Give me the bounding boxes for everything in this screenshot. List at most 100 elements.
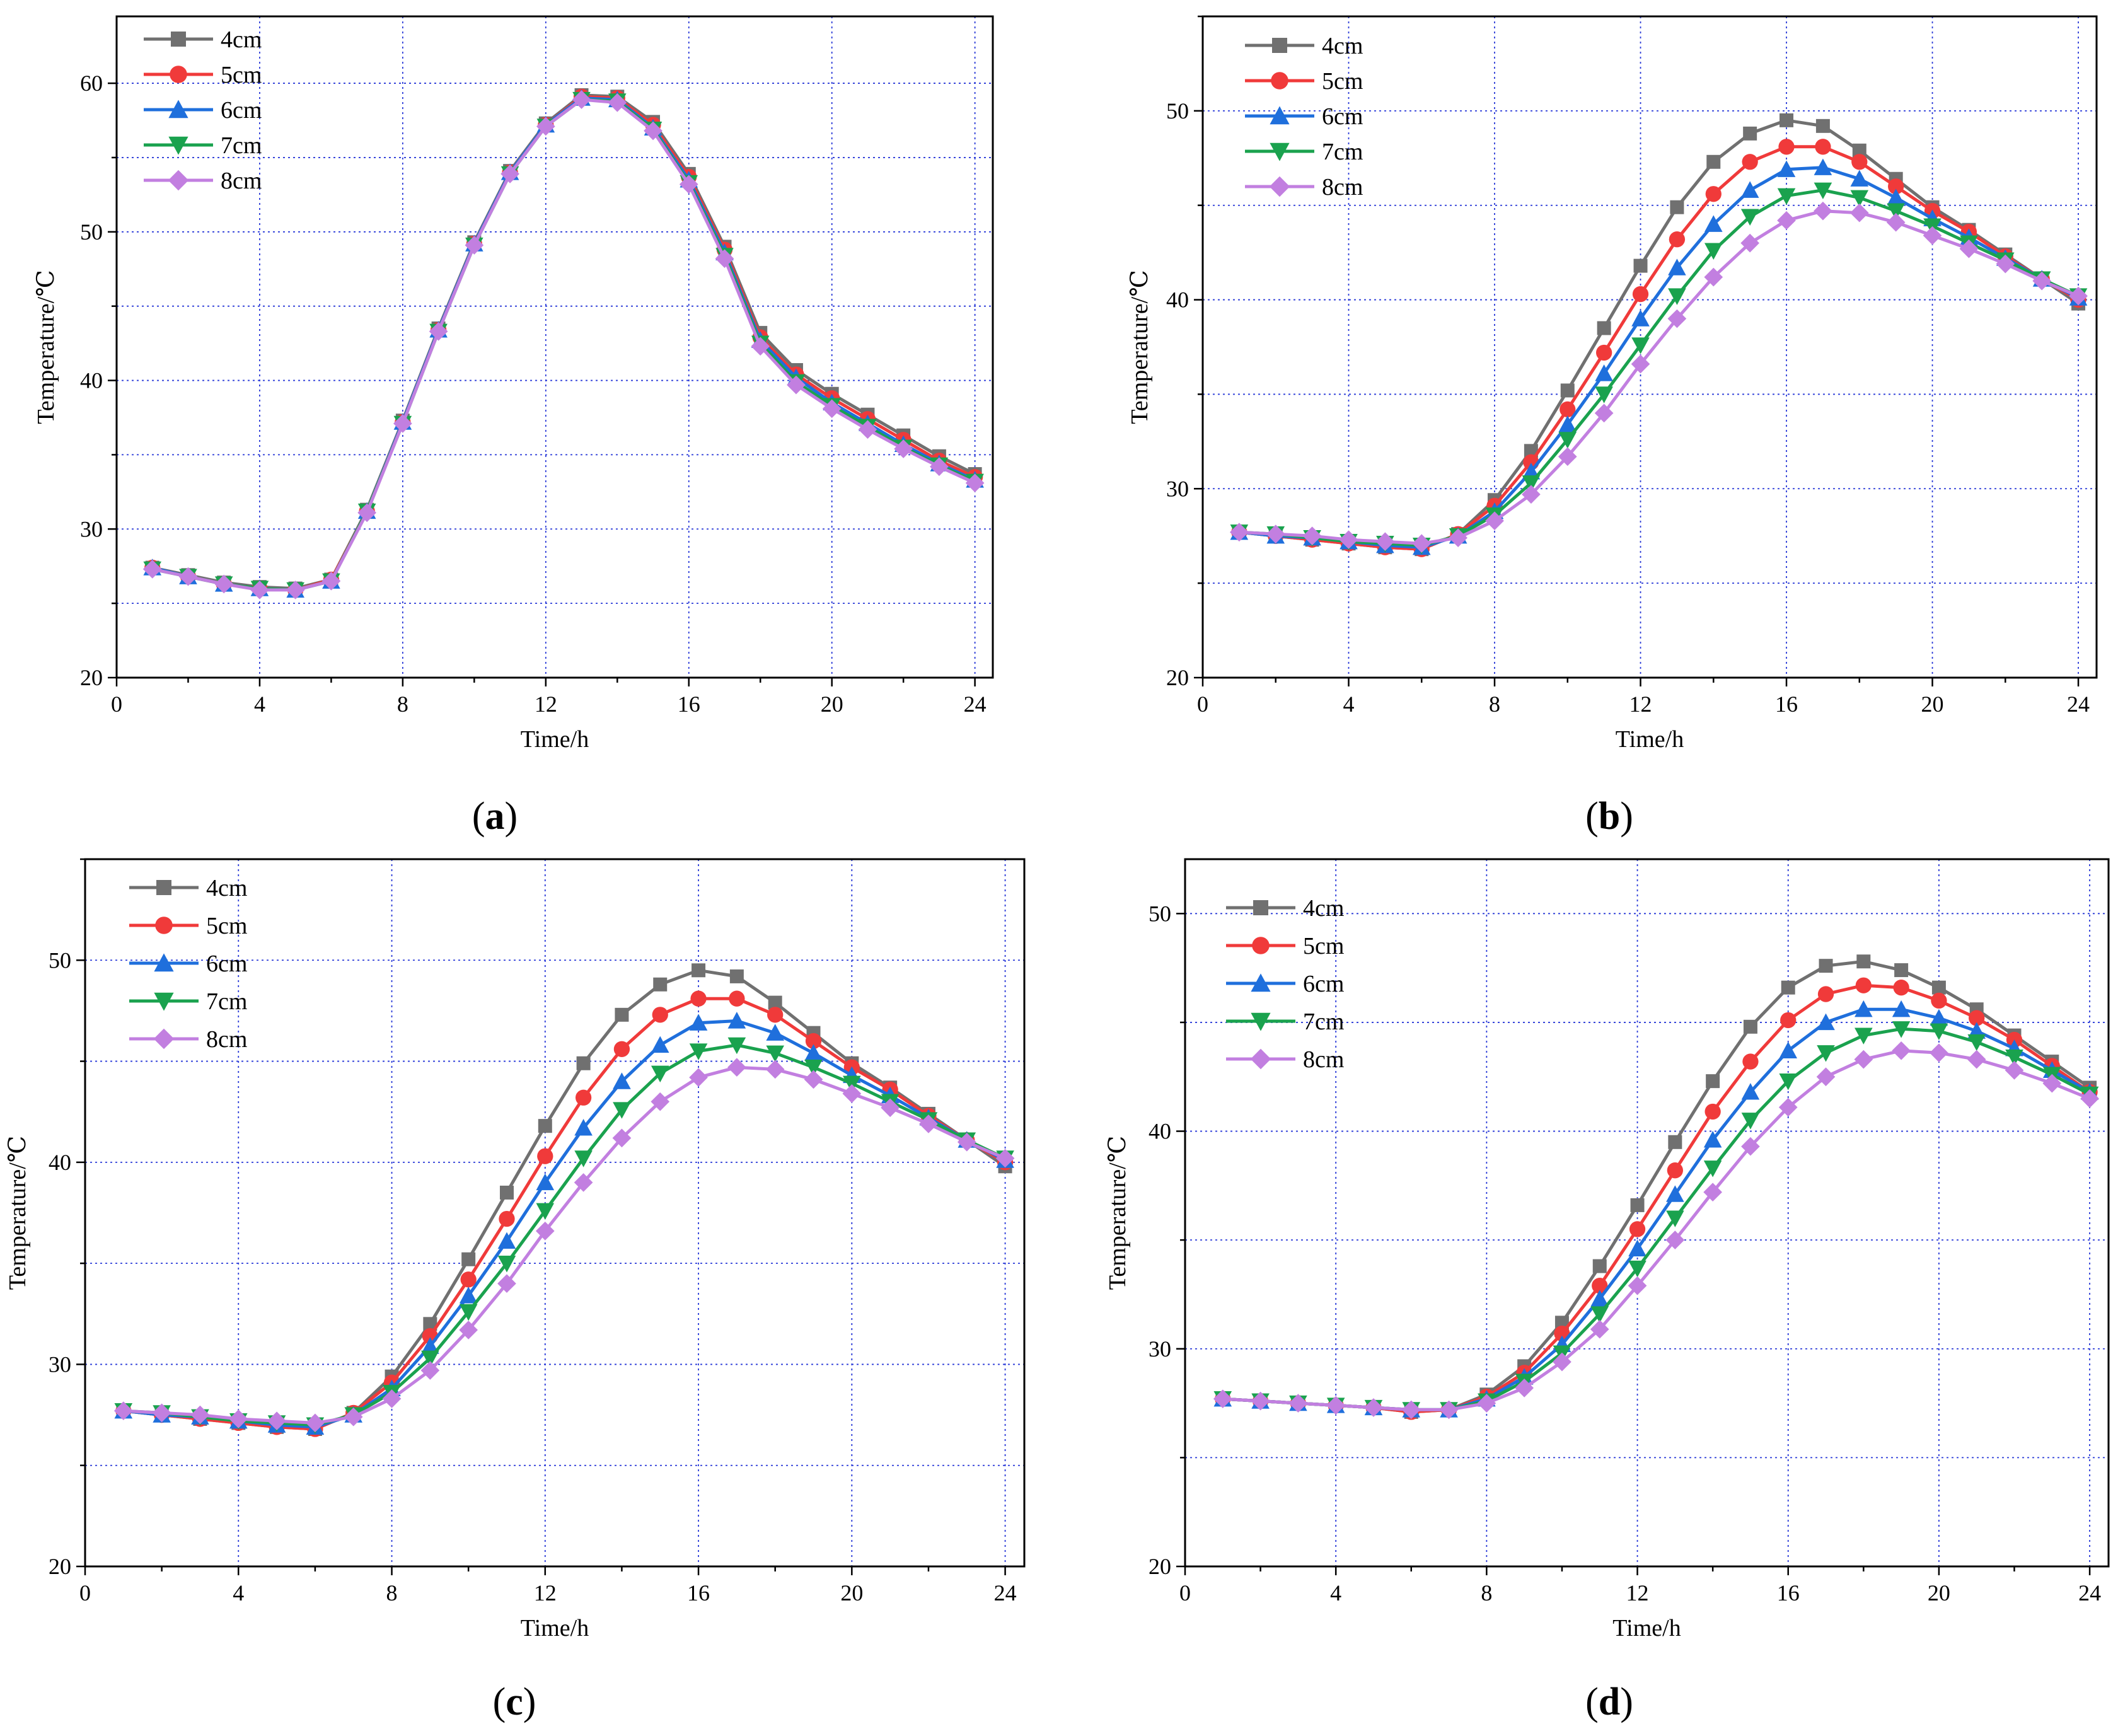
data-point-8cm [965, 473, 985, 493]
data-point-8cm [1412, 534, 1432, 553]
x-tick-label: 8 [1481, 1580, 1492, 1606]
data-point-5cm [1669, 231, 1686, 248]
data-point-5cm [1667, 1162, 1683, 1179]
plot-frame [84, 858, 1026, 1568]
data-point-7cm [727, 1037, 746, 1055]
data-point-6cm [574, 1119, 593, 1136]
data-point-8cm [2080, 1089, 2099, 1108]
legend-marker-6cm [168, 100, 188, 119]
data-point-5cm [1969, 1010, 1985, 1026]
data-point-8cm [1477, 1394, 1496, 1413]
legend-marker-6cm [1251, 973, 1271, 992]
data-point-8cm [1814, 201, 1832, 221]
data-point-8cm [1667, 309, 1687, 328]
series-line-8cm [152, 98, 976, 592]
data-point-5cm [1704, 1103, 1721, 1120]
panel-c: 0 4 8 12 16 20 24 20 30 40 50 Time/h Temperature/℃ 4c… [4, 858, 1026, 1723]
data-point-8cm [178, 567, 198, 586]
series-line-4cm [1222, 959, 2091, 1414]
data-point-8cm [572, 90, 591, 109]
data-point-7cm [1967, 1034, 1986, 1051]
x-tick-label: 20 [1928, 1580, 1950, 1606]
x-tick-label: 20 [821, 692, 843, 717]
data-point-7cm [613, 1102, 631, 1119]
data-point-8cm [306, 1413, 325, 1433]
legend-label: 4cm [206, 875, 247, 901]
data-point-4cm [1670, 200, 1684, 214]
legend-label: 7cm [206, 988, 247, 1015]
data-point-8cm [321, 571, 341, 591]
data-point-5cm [1560, 401, 1576, 418]
data-point-4cm [1706, 154, 1721, 169]
x-tick-label: 4 [254, 692, 265, 717]
data-point-5cm [1632, 286, 1649, 303]
data-point-8cm [858, 420, 877, 439]
data-point-8cm [1778, 1097, 1798, 1117]
data-point-6cm [459, 1287, 478, 1304]
y-tick-label: 20 [1149, 1554, 1171, 1579]
data-point-4cm [653, 977, 668, 992]
data-point-6cm [1703, 1131, 1722, 1148]
data-point-4cm [576, 1056, 591, 1070]
x-axis-title: Time/h [1616, 726, 1684, 753]
series-line-8cm [1239, 209, 2080, 545]
series-line-6cm [1222, 1007, 2091, 1411]
x-tick-label: 24 [964, 692, 987, 717]
data-point-4cm [1524, 444, 1538, 458]
x-tick-label: 4 [1343, 692, 1355, 717]
x-axis-title: Time/h [521, 726, 589, 753]
x-axis-title: Time/h [521, 1615, 589, 1641]
data-point-4cm [538, 1119, 552, 1133]
legend-marker-6cm [154, 953, 174, 972]
x-tick-label: 16 [678, 692, 700, 717]
data-point-8cm [919, 1114, 938, 1133]
legend-label: 5cm [1303, 933, 1344, 959]
data-point-8cm [1967, 1050, 1986, 1069]
y-tick-label: 40 [49, 1150, 71, 1175]
data-point-7cm [1590, 1306, 1609, 1323]
data-point-7cm [651, 1065, 669, 1083]
data-point-7cm [1668, 288, 1686, 305]
data-point-7cm [459, 1304, 478, 1321]
data-point-4cm [768, 995, 782, 1010]
data-point-8cm [1816, 1067, 1836, 1087]
data-point-7cm [1595, 386, 1613, 403]
data-point-8cm [1886, 212, 1906, 232]
data-point-7cm [1855, 1027, 1873, 1044]
y-tick-label: 50 [1166, 98, 1189, 124]
y-tick-label: 50 [49, 947, 71, 973]
data-point-8cm [957, 1132, 976, 1152]
data-point-7cm [1666, 1210, 1684, 1227]
data-point-6cm [1631, 310, 1650, 327]
data-point-4cm [1931, 980, 1946, 995]
data-point-5cm [537, 1148, 553, 1164]
data-point-6cm [1590, 1290, 1609, 1307]
data-point-6cm [1777, 160, 1796, 177]
data-point-8cm [536, 117, 555, 136]
data-point-8cm [459, 1321, 478, 1340]
data-point-7cm [1628, 1260, 1646, 1278]
legend-label: 8cm [206, 1026, 247, 1053]
legend-label: 4cm [1322, 33, 1363, 59]
x-tick-label: 8 [397, 692, 408, 717]
legend-marker-6cm [1270, 106, 1290, 125]
data-point-8cm [1704, 267, 1723, 287]
data-point-8cm [465, 236, 484, 255]
data-point-8cm [1401, 1400, 1421, 1420]
data-point-8cm [1930, 1043, 1948, 1063]
legend: 4cm 5cm 6cm 7cm 8cm [144, 26, 262, 194]
x-tick-label: 0 [79, 1580, 91, 1606]
data-point-8cm [930, 457, 949, 477]
data-point-8cm [1849, 203, 1869, 223]
data-point-4cm [1560, 383, 1575, 398]
x-tick-label: 12 [1626, 1580, 1649, 1606]
data-point-8cm [644, 121, 663, 141]
x-tick-label: 16 [1777, 1580, 1800, 1606]
data-point-8cm [751, 337, 770, 356]
legend-marker-5cm [1252, 937, 1270, 954]
data-point-8cm [267, 1411, 286, 1431]
legend-label: 5cm [221, 62, 262, 88]
data-point-7cm [1850, 190, 1869, 207]
data-point-5cm [1893, 980, 1909, 996]
data-point-6cm [1741, 1083, 1760, 1100]
